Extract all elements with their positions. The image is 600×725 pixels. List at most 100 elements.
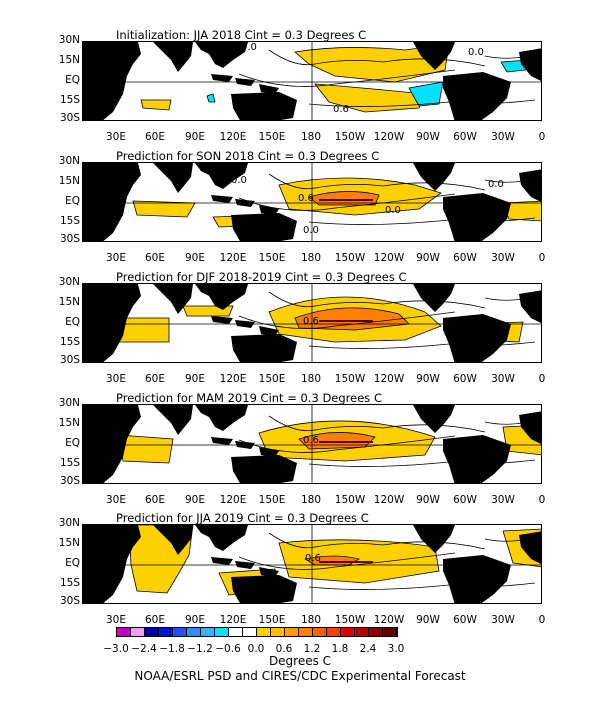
colorbar (116, 627, 398, 637)
colorbar-tick-label: −1.2 (187, 643, 213, 655)
lat-label: 15S (59, 457, 80, 469)
land-mass (83, 284, 141, 362)
lat-label: 15N (58, 537, 80, 549)
land-mass (83, 163, 141, 241)
map-panel-2: Prediction for SON 2018 Cint = 0.3 Degre… (0, 149, 600, 282)
contour-label: 0.0 (241, 42, 257, 53)
contour-line (308, 582, 536, 590)
lon-label: 120E (219, 252, 247, 264)
lon-label: 90E (185, 614, 205, 626)
lon-label: 120E (219, 494, 247, 506)
colorbar-tick-label: 0.6 (275, 643, 293, 655)
contour-label: 0.0 (231, 175, 247, 186)
lat-label: EQ (65, 557, 80, 569)
lon-label: 150W (334, 131, 366, 143)
colorbar-swatch (327, 628, 341, 636)
colorbar-tick-label: 0.0 (247, 643, 265, 655)
strong-warm-anomaly-region (308, 191, 380, 206)
land-mass (211, 195, 233, 203)
land-mass (413, 42, 455, 70)
land-mass (211, 74, 233, 82)
contour-label: 0.0 (303, 225, 319, 236)
colorbar-tick-label: 1.8 (331, 643, 349, 655)
lon-label: 90W (416, 373, 440, 385)
lon-label: 90W (416, 252, 440, 264)
land-mass (195, 42, 248, 68)
lat-label: 30S (59, 112, 80, 124)
lat-label: EQ (65, 195, 80, 207)
colorbar-swatch (229, 628, 243, 636)
lon-label: 120W (373, 252, 405, 264)
land-mass (519, 531, 541, 564)
lon-label: 60E (145, 614, 165, 626)
cool-anomaly-region (408, 81, 444, 107)
land-mass (83, 525, 141, 603)
colorbar-tick-label: −2.4 (131, 643, 157, 655)
colorbar-units-label: Degrees C (268, 654, 332, 668)
land-mass (443, 72, 511, 120)
land-mass (259, 447, 279, 457)
map-panel-5: Prediction for JJA 2019 Cint = 0.3 Degre… (0, 511, 600, 644)
sst-anomaly-map: 0.6 (82, 283, 542, 363)
colorbar-swatch (341, 628, 355, 636)
panel-title: Prediction for JJA 2019 Cint = 0.3 Degre… (116, 511, 369, 525)
lon-label: 0 (538, 131, 546, 143)
colorbar-swatch (257, 628, 271, 636)
lat-label: 30N (58, 155, 80, 167)
contour-line (238, 435, 456, 453)
land-mass (83, 405, 141, 483)
land-mass (231, 213, 297, 241)
credit-line: NOAA/ESRL PSD and CIRES/CDC Experimental… (134, 669, 466, 683)
colorbar-swatch (117, 628, 131, 636)
lat-label: 30S (59, 354, 80, 366)
colorbar-swatch (271, 628, 285, 636)
contour-line (308, 99, 536, 107)
lon-label: 30E (106, 614, 126, 626)
lon-label: 150W (334, 252, 366, 264)
lon-label: 60W (453, 131, 477, 143)
colorbar-swatch (355, 628, 369, 636)
panel-title: Prediction for SON 2018 Cint = 0.3 Degre… (116, 149, 380, 163)
panel-title: Prediction for MAM 2019 Cint = 0.3 Degre… (116, 391, 382, 405)
lon-label: 0 (538, 373, 546, 385)
lon-label: 0 (538, 614, 546, 626)
warm-anomaly-region (132, 200, 196, 218)
land-mass (519, 411, 541, 444)
colorbar-swatch (383, 628, 397, 636)
land-mass (153, 284, 193, 314)
lon-label: 30W (491, 373, 515, 385)
colorbar-swatch (369, 628, 383, 636)
land-mass (195, 163, 248, 189)
colorbar-swatch (159, 628, 173, 636)
land-mass (259, 205, 279, 215)
lon-label: 60E (145, 252, 165, 264)
lon-label: 30W (491, 614, 515, 626)
lat-label: 15S (59, 336, 80, 348)
map-panel-1: Initialization: JJA 2018 Cint = 0.3 Degr… (0, 28, 600, 161)
lon-label: 90E (185, 494, 205, 506)
colorbar-swatch (215, 628, 229, 636)
land-mass (443, 193, 511, 241)
land-mass (231, 455, 297, 483)
colorbar-tick-label: 2.4 (359, 643, 377, 655)
lat-label: EQ (65, 316, 80, 328)
lon-label: 150E (258, 373, 286, 385)
land-mass (413, 405, 455, 433)
contour-label: 0.0 (488, 179, 504, 190)
land-mass (211, 557, 233, 565)
land-mass (259, 326, 279, 336)
colorbar-tick-label: −1.8 (159, 643, 185, 655)
contour-label: 0.0 (385, 205, 401, 216)
lon-label: 150E (258, 252, 286, 264)
lon-label: 120W (373, 373, 405, 385)
contour-line (238, 311, 456, 329)
lon-label: 120W (373, 131, 405, 143)
colorbar-tick-label: −3.0 (103, 643, 129, 655)
lon-label: 180 (300, 373, 322, 385)
colorbar-swatch (299, 628, 313, 636)
lat-label: 30N (58, 397, 80, 409)
sst-anomaly-map: 0.6 (82, 524, 542, 604)
lat-label: 30S (59, 595, 80, 607)
land-mass (443, 314, 511, 362)
lon-label: 180 (300, 614, 322, 626)
